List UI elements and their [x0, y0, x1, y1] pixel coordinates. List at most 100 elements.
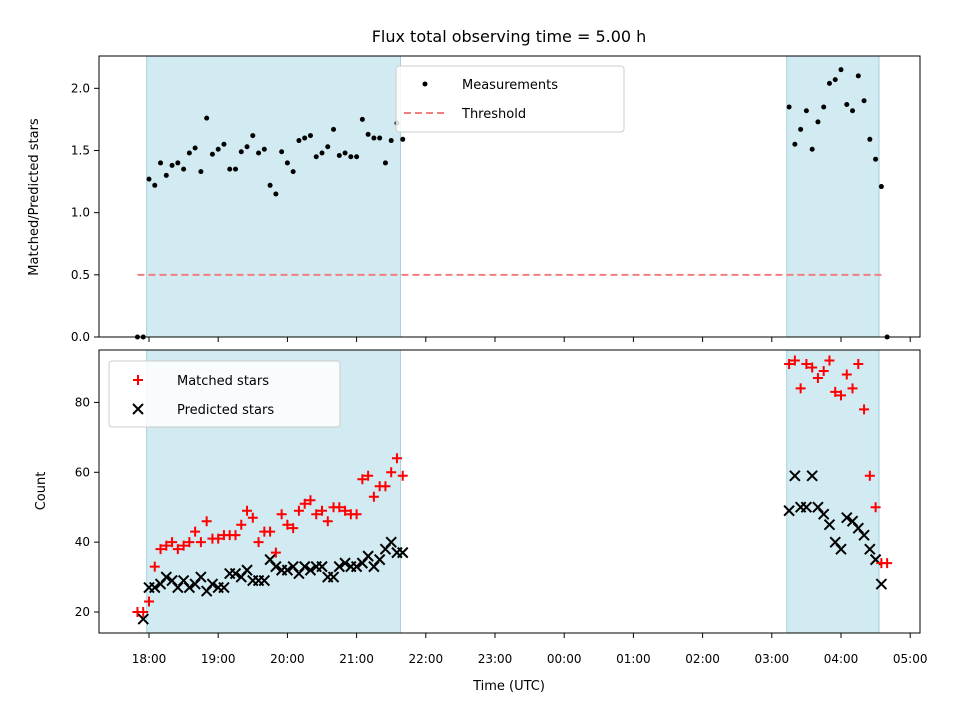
top-y-tick-label: 1.5 [71, 143, 90, 157]
matched-stars-legend-marker [133, 375, 143, 385]
measurement-point [878, 184, 884, 190]
predicted-stars-point [350, 560, 363, 573]
predicted-stars-point [298, 560, 311, 573]
matched-stars-point [167, 537, 178, 548]
bottom-y-ticks: 20 40 60 80 [75, 395, 99, 619]
x-axis-label: Time (UTC) [472, 679, 545, 694]
measurement-point [388, 138, 394, 144]
matched-stars-point [357, 474, 368, 485]
predicted-stars-point [160, 571, 173, 583]
matched-stars-point [270, 547, 281, 558]
measurement-point [233, 166, 238, 172]
top-shaded-interval-0 [146, 55, 401, 338]
x-tick-label: 21:00 [339, 652, 374, 666]
predicted-stars-point [864, 543, 876, 555]
measurement-point [221, 141, 227, 147]
top-y-ticks: 0.0 0.5 1.0 1.5 2.0 [71, 81, 99, 344]
measurement-point [198, 169, 204, 175]
predicted-stars-point [281, 564, 294, 576]
measurement-point [325, 144, 331, 150]
measurement-point [163, 172, 169, 178]
matched-stars-point [138, 607, 149, 618]
matched-stars-point [841, 369, 852, 380]
predicted-stars-point [800, 501, 813, 513]
matched-stars-point [190, 526, 201, 537]
measurement-point [348, 154, 354, 160]
matched-stars-point [265, 526, 276, 537]
matched-stars-points [132, 355, 893, 618]
predicted-stars-point [823, 518, 836, 531]
matched-stars-point [351, 509, 362, 520]
measurement-point [307, 133, 313, 139]
measurement-point [256, 150, 262, 156]
bottom-shaded-interval-1 [786, 349, 880, 634]
matched-stars-point [230, 530, 241, 541]
matched-stars-point [795, 383, 806, 394]
x-tick-label: 03:00 [755, 652, 790, 666]
measurement-point [867, 136, 873, 142]
matched-stars-point [282, 519, 293, 530]
top-y-tick-label: 2.0 [71, 81, 90, 95]
predicted-stars-point [858, 529, 870, 541]
measurement-point [204, 115, 210, 121]
measurement-point [244, 144, 250, 150]
matched-stars-point [172, 544, 183, 555]
predicted-stars-point [385, 536, 397, 548]
measurement-point [331, 126, 337, 132]
measurement-point [342, 150, 348, 156]
predicted-stars-point [327, 571, 340, 583]
predicted-stars-point [339, 557, 351, 569]
top-y-tick-label: 0.5 [71, 268, 90, 282]
top-plot-frame [98, 55, 921, 338]
measurement-point [359, 116, 365, 122]
predicted-stars-point [875, 578, 888, 590]
bottom-legend: Matched stars Predicted stars [108, 360, 341, 428]
matched-stars-point [368, 491, 379, 502]
measurement-point [319, 150, 325, 156]
matched-stars-point [201, 516, 212, 527]
measurement-point [850, 108, 856, 114]
matched-stars-point [242, 505, 253, 516]
measurement-point [227, 166, 233, 172]
predicted-stars-point [270, 560, 282, 573]
top-y-tick-label: 0.0 [71, 330, 90, 344]
x-tick-label: 02:00 [685, 652, 720, 666]
measurement-point [400, 136, 406, 142]
predicted-stars-point [397, 546, 409, 559]
top-y-tick-label: 1.0 [71, 206, 90, 220]
top-shaded-regions [146, 55, 880, 338]
matched-stars-point [311, 509, 322, 520]
predicted-stars-point [783, 505, 795, 517]
matched-stars-point [397, 470, 408, 481]
matched-stars-point [184, 537, 195, 548]
bottom-panel: 20 40 60 80 18:00 19:00 20:00 21:00 22:00 23:00 0… [34, 349, 927, 694]
measurement-point [158, 160, 164, 166]
measurement-point [365, 131, 371, 137]
measurement-point [152, 182, 158, 188]
matched-stars-point [391, 453, 402, 464]
x-tick-label: 18:00 [132, 652, 167, 666]
matched-stars-point [864, 470, 875, 481]
matched-stars-point [870, 502, 881, 513]
x-tick-label: 04:00 [824, 652, 859, 666]
x-tick-label: 20:00 [270, 652, 305, 666]
measurement-point [175, 160, 181, 166]
matched-stars-point [812, 372, 823, 383]
measurement-point [809, 146, 815, 152]
x-tick-label: 19:00 [201, 652, 236, 666]
matched-stars-point [195, 537, 206, 548]
top-legend: Measurements Threshold [395, 65, 625, 133]
top-panel: 0.00.51.01.52.0 Matched/Predicted stars … [27, 55, 921, 344]
measurement-point [313, 154, 319, 160]
measurement-point [861, 98, 867, 104]
measurement-point [377, 135, 383, 141]
bottom-x-ticks: 18:00 19:00 20:00 21:00 22:00 23:00 00:00 01:00… [132, 633, 927, 666]
measurement-point [786, 104, 792, 110]
matched-stars-point [363, 470, 374, 481]
measurement-point [855, 73, 861, 79]
measurement-point [209, 151, 215, 157]
measurement-point [371, 135, 377, 141]
matched-stars-point [847, 383, 858, 394]
